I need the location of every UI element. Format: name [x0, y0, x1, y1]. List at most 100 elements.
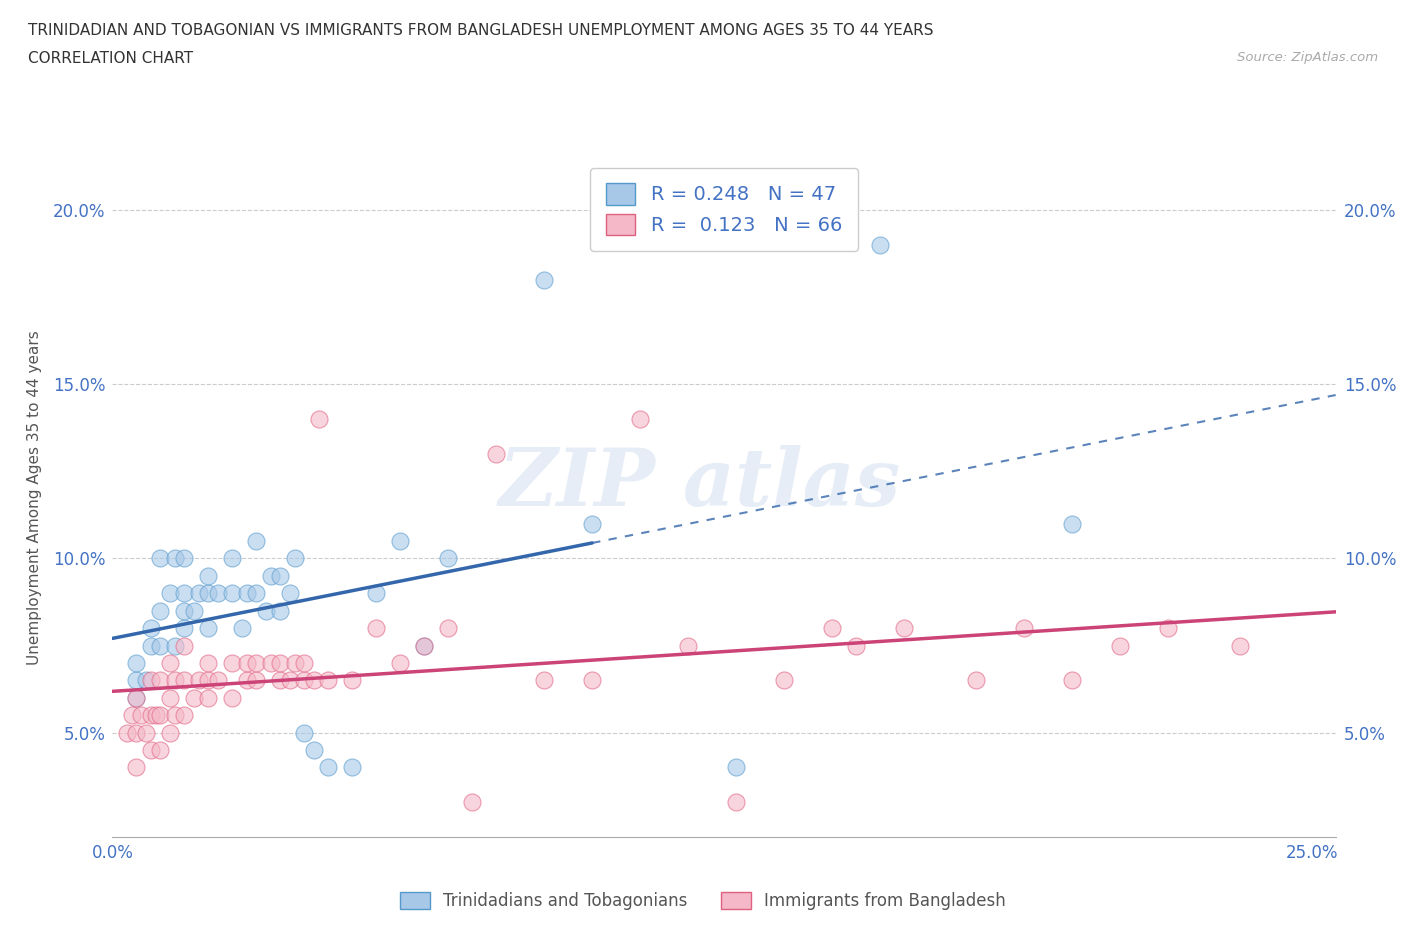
Point — [292, 673, 315, 688]
Point — [221, 586, 243, 601]
Point — [1229, 638, 1251, 653]
Point — [254, 604, 277, 618]
Point — [236, 656, 259, 671]
Point — [187, 586, 209, 601]
Point — [197, 656, 219, 671]
Point — [533, 272, 555, 287]
Point — [207, 673, 229, 688]
Point — [173, 604, 195, 618]
Point — [581, 516, 603, 531]
Point — [725, 760, 748, 775]
Point — [125, 690, 148, 705]
Point — [159, 690, 181, 705]
Point — [159, 656, 181, 671]
Point — [318, 673, 340, 688]
Point — [485, 446, 508, 461]
Point — [173, 708, 195, 723]
Point — [125, 656, 148, 671]
Point — [1060, 673, 1083, 688]
Point — [207, 586, 229, 601]
Point — [845, 638, 868, 653]
Point — [389, 656, 412, 671]
Point — [139, 620, 162, 635]
Point — [159, 725, 181, 740]
Point — [302, 742, 325, 757]
Point — [187, 673, 209, 688]
Point — [163, 551, 186, 566]
Point — [236, 673, 259, 688]
Point — [1157, 620, 1180, 635]
Point — [197, 586, 219, 601]
Point — [269, 604, 291, 618]
Point — [221, 690, 243, 705]
Point — [269, 673, 291, 688]
Point — [125, 760, 148, 775]
Point — [149, 551, 172, 566]
Point — [893, 620, 915, 635]
Point — [197, 620, 219, 635]
Point — [197, 673, 219, 688]
Point — [533, 673, 555, 688]
Point — [965, 673, 987, 688]
Point — [318, 760, 340, 775]
Point — [125, 725, 148, 740]
Point — [145, 708, 167, 723]
Legend: Trinidadians and Tobagonians, Immigrants from Bangladesh: Trinidadians and Tobagonians, Immigrants… — [394, 885, 1012, 917]
Point — [221, 551, 243, 566]
Point — [173, 586, 195, 601]
Point — [389, 534, 412, 549]
Text: Source: ZipAtlas.com: Source: ZipAtlas.com — [1237, 51, 1378, 64]
Point — [197, 568, 219, 583]
Point — [197, 690, 219, 705]
Point — [149, 708, 172, 723]
Point — [628, 412, 651, 427]
Text: CORRELATION CHART: CORRELATION CHART — [28, 51, 193, 66]
Point — [163, 708, 186, 723]
Point — [173, 673, 195, 688]
Point — [173, 551, 195, 566]
Point — [1060, 516, 1083, 531]
Point — [437, 551, 460, 566]
Point — [139, 708, 162, 723]
Point — [139, 673, 162, 688]
Point — [159, 586, 181, 601]
Point — [121, 708, 143, 723]
Point — [149, 638, 172, 653]
Y-axis label: Unemployment Among Ages 35 to 44 years: Unemployment Among Ages 35 to 44 years — [27, 330, 42, 665]
Point — [245, 534, 267, 549]
Point — [437, 620, 460, 635]
Point — [245, 656, 267, 671]
Point — [149, 673, 172, 688]
Point — [342, 760, 364, 775]
Point — [869, 238, 891, 253]
Point — [278, 673, 301, 688]
Point — [676, 638, 699, 653]
Text: ZIP atlas: ZIP atlas — [499, 445, 901, 523]
Point — [278, 586, 301, 601]
Point — [284, 656, 307, 671]
Point — [173, 620, 195, 635]
Point — [236, 586, 259, 601]
Point — [366, 586, 388, 601]
Point — [231, 620, 253, 635]
Point — [292, 656, 315, 671]
Point — [173, 638, 195, 653]
Point — [139, 638, 162, 653]
Point — [163, 638, 186, 653]
Point — [284, 551, 307, 566]
Point — [149, 742, 172, 757]
Point — [139, 742, 162, 757]
Point — [260, 568, 283, 583]
Legend: R = 0.248   N = 47, R =  0.123   N = 66: R = 0.248 N = 47, R = 0.123 N = 66 — [591, 167, 858, 251]
Point — [125, 690, 148, 705]
Point — [461, 795, 484, 810]
Text: TRINIDADIAN AND TOBAGONIAN VS IMMIGRANTS FROM BANGLADESH UNEMPLOYMENT AMONG AGES: TRINIDADIAN AND TOBAGONIAN VS IMMIGRANTS… — [28, 23, 934, 38]
Point — [773, 673, 796, 688]
Point — [163, 673, 186, 688]
Point — [342, 673, 364, 688]
Point — [1108, 638, 1130, 653]
Point — [115, 725, 138, 740]
Point — [413, 638, 436, 653]
Point — [183, 604, 205, 618]
Point — [260, 656, 283, 671]
